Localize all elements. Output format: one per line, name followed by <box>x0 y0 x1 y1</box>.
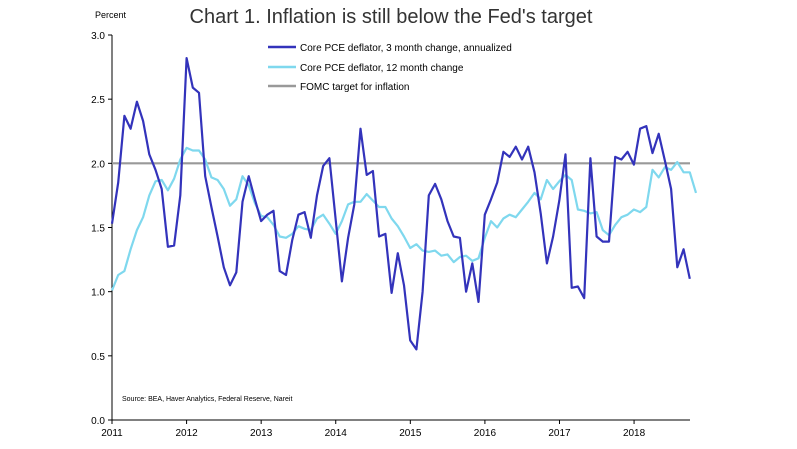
x-tick-label: 2012 <box>175 428 198 439</box>
legend-label-3month: Core PCE deflator, 3 month change, annua… <box>300 43 512 54</box>
series-line-12month <box>110 146 698 291</box>
y-tick-label: 0.0 <box>91 416 105 427</box>
y-tick-label: 2.5 <box>91 95 105 106</box>
x-tick-label: 2015 <box>399 428 422 439</box>
y-tick-label: 1.5 <box>91 224 105 235</box>
source-note: Source: BEA, Haver Analytics, Federal Re… <box>122 396 292 403</box>
y-axis: 0.0 0.5 1.0 1.5 2.0 2.5 3.0 <box>91 31 112 427</box>
y-tick-label: 1.0 <box>91 288 105 299</box>
legend: Core PCE deflator, 3 month change, annua… <box>268 43 512 93</box>
x-tick-label: 2017 <box>548 428 571 439</box>
chart-title: Chart 1. Inflation is still below the Fe… <box>190 6 593 28</box>
x-axis: 2011 2012 2013 2014 2015 2016 2017 2018 <box>101 420 646 439</box>
series-line-3month <box>110 56 691 351</box>
y-tick-label: 2.0 <box>91 159 105 170</box>
x-tick-label: 2016 <box>474 428 497 439</box>
y-tick-label: 0.5 <box>91 352 105 363</box>
x-tick-label: 2011 <box>101 428 123 439</box>
x-tick-label: 2013 <box>250 428 273 439</box>
x-tick-label: 2018 <box>623 428 646 439</box>
x-tick-label: 2014 <box>325 428 348 439</box>
legend-label-12month: Core PCE deflator, 12 month change <box>300 63 464 74</box>
series-layer <box>110 56 698 351</box>
legend-label-fomc: FOMC target for inflation <box>300 82 409 93</box>
y-axis-label: Percent <box>95 10 127 20</box>
y-tick-label: 3.0 <box>91 31 105 42</box>
